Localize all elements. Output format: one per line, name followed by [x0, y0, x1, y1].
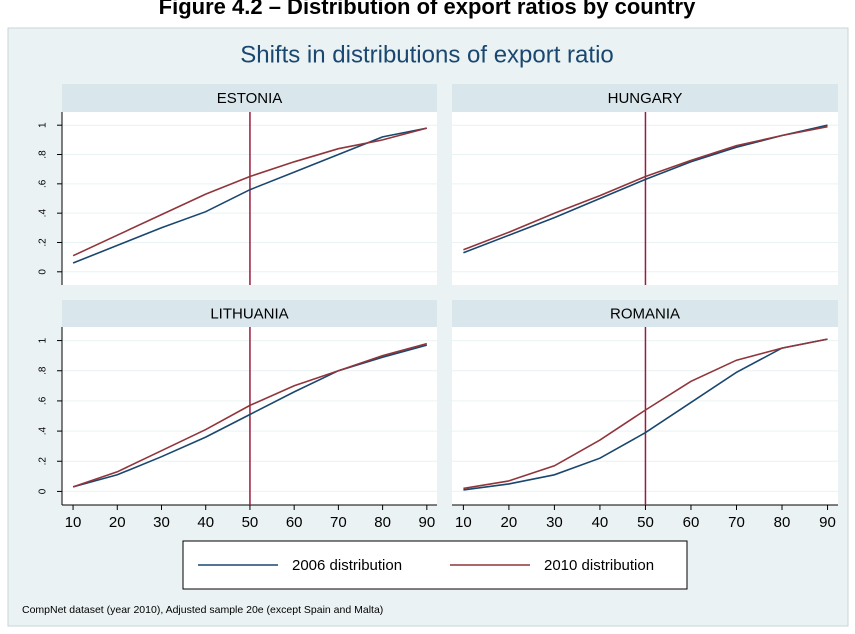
- legend-label: 2010 distribution: [544, 557, 654, 574]
- x-tick-label: 60: [286, 514, 303, 531]
- series-line: [463, 338, 828, 490]
- x-tick-label: 50: [637, 514, 654, 531]
- y-tick-label: 0: [38, 488, 49, 494]
- y-tick-label: 1: [38, 122, 49, 128]
- panel-header: [62, 84, 437, 112]
- y-tick-label: .2: [38, 238, 49, 247]
- y-tick-label: .4: [38, 209, 49, 218]
- x-tick-label: 40: [592, 514, 609, 531]
- y-tick-label: .8: [38, 150, 49, 159]
- panel-header: [62, 300, 437, 327]
- series-line: [463, 338, 828, 491]
- panel-header: [452, 84, 838, 112]
- x-tick-label: 60: [683, 514, 700, 531]
- y-tick-label: .8: [38, 366, 49, 375]
- panel-title: ESTONIA: [217, 90, 283, 107]
- panel-title: ROMANIA: [610, 305, 680, 322]
- x-tick-label: 20: [109, 514, 126, 531]
- x-tick-label: 90: [418, 514, 435, 531]
- series-line: [72, 342, 428, 488]
- legend-label: 2006 distribution: [292, 557, 402, 574]
- y-tick-label: 0: [38, 269, 49, 275]
- series-line: [72, 344, 428, 488]
- panel-title: HUNGARY: [608, 90, 683, 107]
- panel-title: LITHUANIA: [210, 305, 288, 322]
- x-tick-label: 80: [774, 514, 791, 531]
- x-tick-label: 70: [728, 514, 745, 531]
- panel-header: [452, 300, 838, 327]
- series-line: [72, 127, 428, 257]
- x-tick-label: 90: [819, 514, 836, 531]
- chart-title: Shifts in distributions of export ratio: [240, 41, 614, 68]
- y-tick-label: .2: [38, 457, 49, 466]
- y-tick-label: .4: [38, 426, 49, 435]
- y-tick-label: .6: [38, 396, 49, 405]
- x-tick-label: 50: [242, 514, 259, 531]
- x-tick-label: 70: [330, 514, 347, 531]
- x-tick-label: 20: [501, 514, 518, 531]
- x-tick-label: 10: [455, 514, 472, 531]
- series-line: [463, 125, 828, 251]
- y-tick-label: 1: [38, 337, 49, 343]
- y-tick-label: .6: [38, 179, 49, 188]
- note: CompNet dataset (year 2010), Adjusted sa…: [22, 604, 383, 616]
- x-tick-label: 80: [374, 514, 391, 531]
- x-tick-label: 30: [546, 514, 563, 531]
- x-tick-label: 40: [197, 514, 214, 531]
- x-tick-label: 30: [153, 514, 170, 531]
- x-tick-label: 10: [65, 514, 82, 531]
- figure-title: Figure 4.2 – Distribution of export rati…: [159, 0, 696, 19]
